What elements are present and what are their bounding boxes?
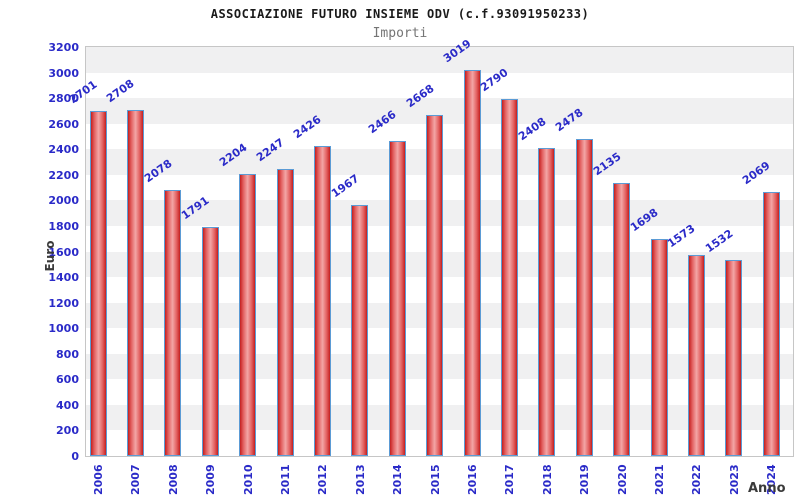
bar-2008: [164, 190, 182, 456]
bar-2007: [126, 110, 144, 456]
x-tick-2016: 2016: [466, 464, 479, 495]
y-tick-3200: 3200: [48, 41, 79, 54]
x-tick-2006: 2006: [92, 464, 105, 495]
x-tick-2009: 2009: [204, 464, 218, 495]
y-tick-2600: 2600: [48, 117, 79, 131]
x-tick-2017: 2017: [503, 464, 517, 495]
bar-2006: [89, 111, 107, 456]
bar-2024: [762, 192, 780, 456]
y-tick-1200: 1200: [48, 296, 79, 310]
bar-2012: [313, 146, 331, 456]
y-tick-200: 200: [56, 424, 79, 438]
x-tick-2021: 2021: [653, 464, 666, 495]
x-tick-2015: 2015: [428, 464, 442, 495]
y-tick-0: 0: [71, 450, 79, 463]
y-tick-2800: 2800: [48, 92, 79, 106]
x-tick-2008: 2008: [166, 464, 180, 495]
bar-2016: [463, 70, 481, 456]
y-tick-1000: 1000: [48, 322, 79, 336]
bar-2022: [687, 255, 705, 456]
bar-2015: [426, 115, 444, 456]
bar-2019: [575, 139, 593, 456]
bar-2018: [538, 148, 556, 456]
grid-band: [86, 72, 793, 99]
y-tick-2200: 2200: [48, 168, 79, 182]
bar-2011: [276, 169, 294, 456]
bar-2009: [201, 227, 219, 456]
plot-area: [85, 46, 794, 457]
y-tick-400: 400: [56, 398, 79, 412]
y-tick-1600: 1600: [48, 245, 79, 259]
y-tick-800: 800: [56, 347, 79, 361]
chart-subtitle: Importi: [372, 26, 428, 41]
x-tick-2022: 2022: [690, 464, 704, 495]
bar-2020: [613, 183, 631, 456]
x-tick-2023: 2023: [727, 464, 741, 495]
bar-2010: [239, 174, 257, 456]
bar-2014: [388, 141, 406, 456]
x-tick-2011: 2011: [279, 464, 292, 495]
bar-2021: [650, 239, 668, 456]
x-tick-2014: 2014: [391, 464, 405, 495]
bar-2023: [725, 260, 743, 456]
x-tick-2010: 2010: [241, 464, 255, 495]
y-tick-2000: 2000: [48, 194, 79, 208]
y-axis-title: Euro: [43, 240, 57, 272]
x-tick-2020: 2020: [615, 464, 629, 495]
x-axis-title: Anno: [748, 481, 786, 496]
y-tick-600: 600: [56, 373, 79, 387]
y-tick-2400: 2400: [48, 143, 79, 157]
x-tick-2013: 2013: [353, 464, 367, 495]
x-tick-2012: 2012: [316, 464, 330, 495]
y-tick-1800: 1800: [48, 219, 79, 233]
y-tick-1400: 1400: [48, 271, 79, 285]
grid-band: [86, 47, 793, 73]
chart-title: ASSOCIAZIONE FUTURO INSIEME ODV (c.f.930…: [210, 7, 590, 21]
bar-2017: [500, 99, 518, 456]
x-tick-2018: 2018: [540, 464, 554, 495]
x-tick-2019: 2019: [578, 464, 592, 495]
y-tick-3000: 3000: [48, 66, 79, 80]
bar-2013: [351, 205, 369, 456]
x-tick-2007: 2007: [129, 464, 143, 495]
